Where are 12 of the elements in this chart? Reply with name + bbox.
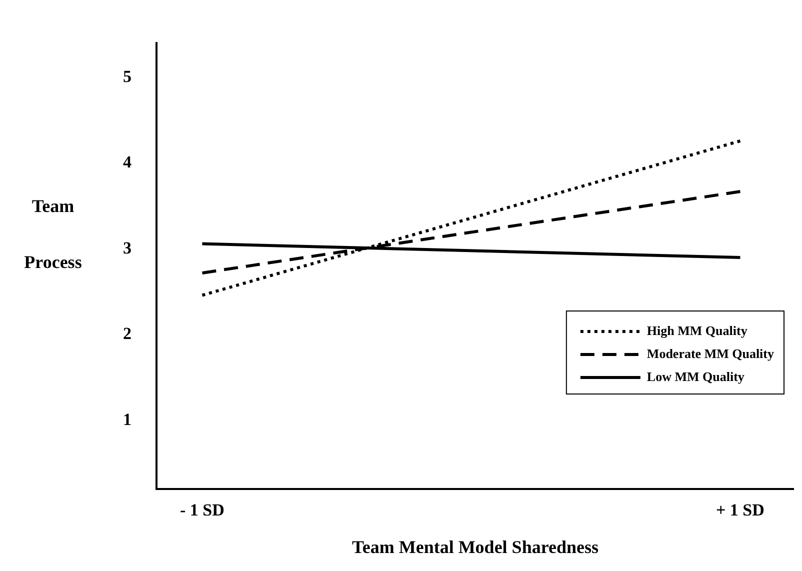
y-tick-label: 1 — [123, 410, 132, 429]
legend-label: High MM Quality — [646, 322, 748, 338]
legend-label: Moderate MM Quality — [646, 346, 774, 361]
x-tick-label: + 1 SD — [716, 500, 764, 520]
text: Team Process — [24, 196, 82, 272]
x-axis-title: Team Mental Model Sharedness — [352, 536, 599, 557]
legend-label: Low MM Quality — [646, 368, 745, 384]
y-tick-label: 3 — [123, 238, 132, 258]
y-tick-label: 5 — [123, 66, 132, 86]
x-tick-label: - 1 SD — [180, 500, 224, 520]
y-tick-label: 2 — [123, 324, 132, 344]
y-tick-label: 4 — [123, 152, 132, 172]
